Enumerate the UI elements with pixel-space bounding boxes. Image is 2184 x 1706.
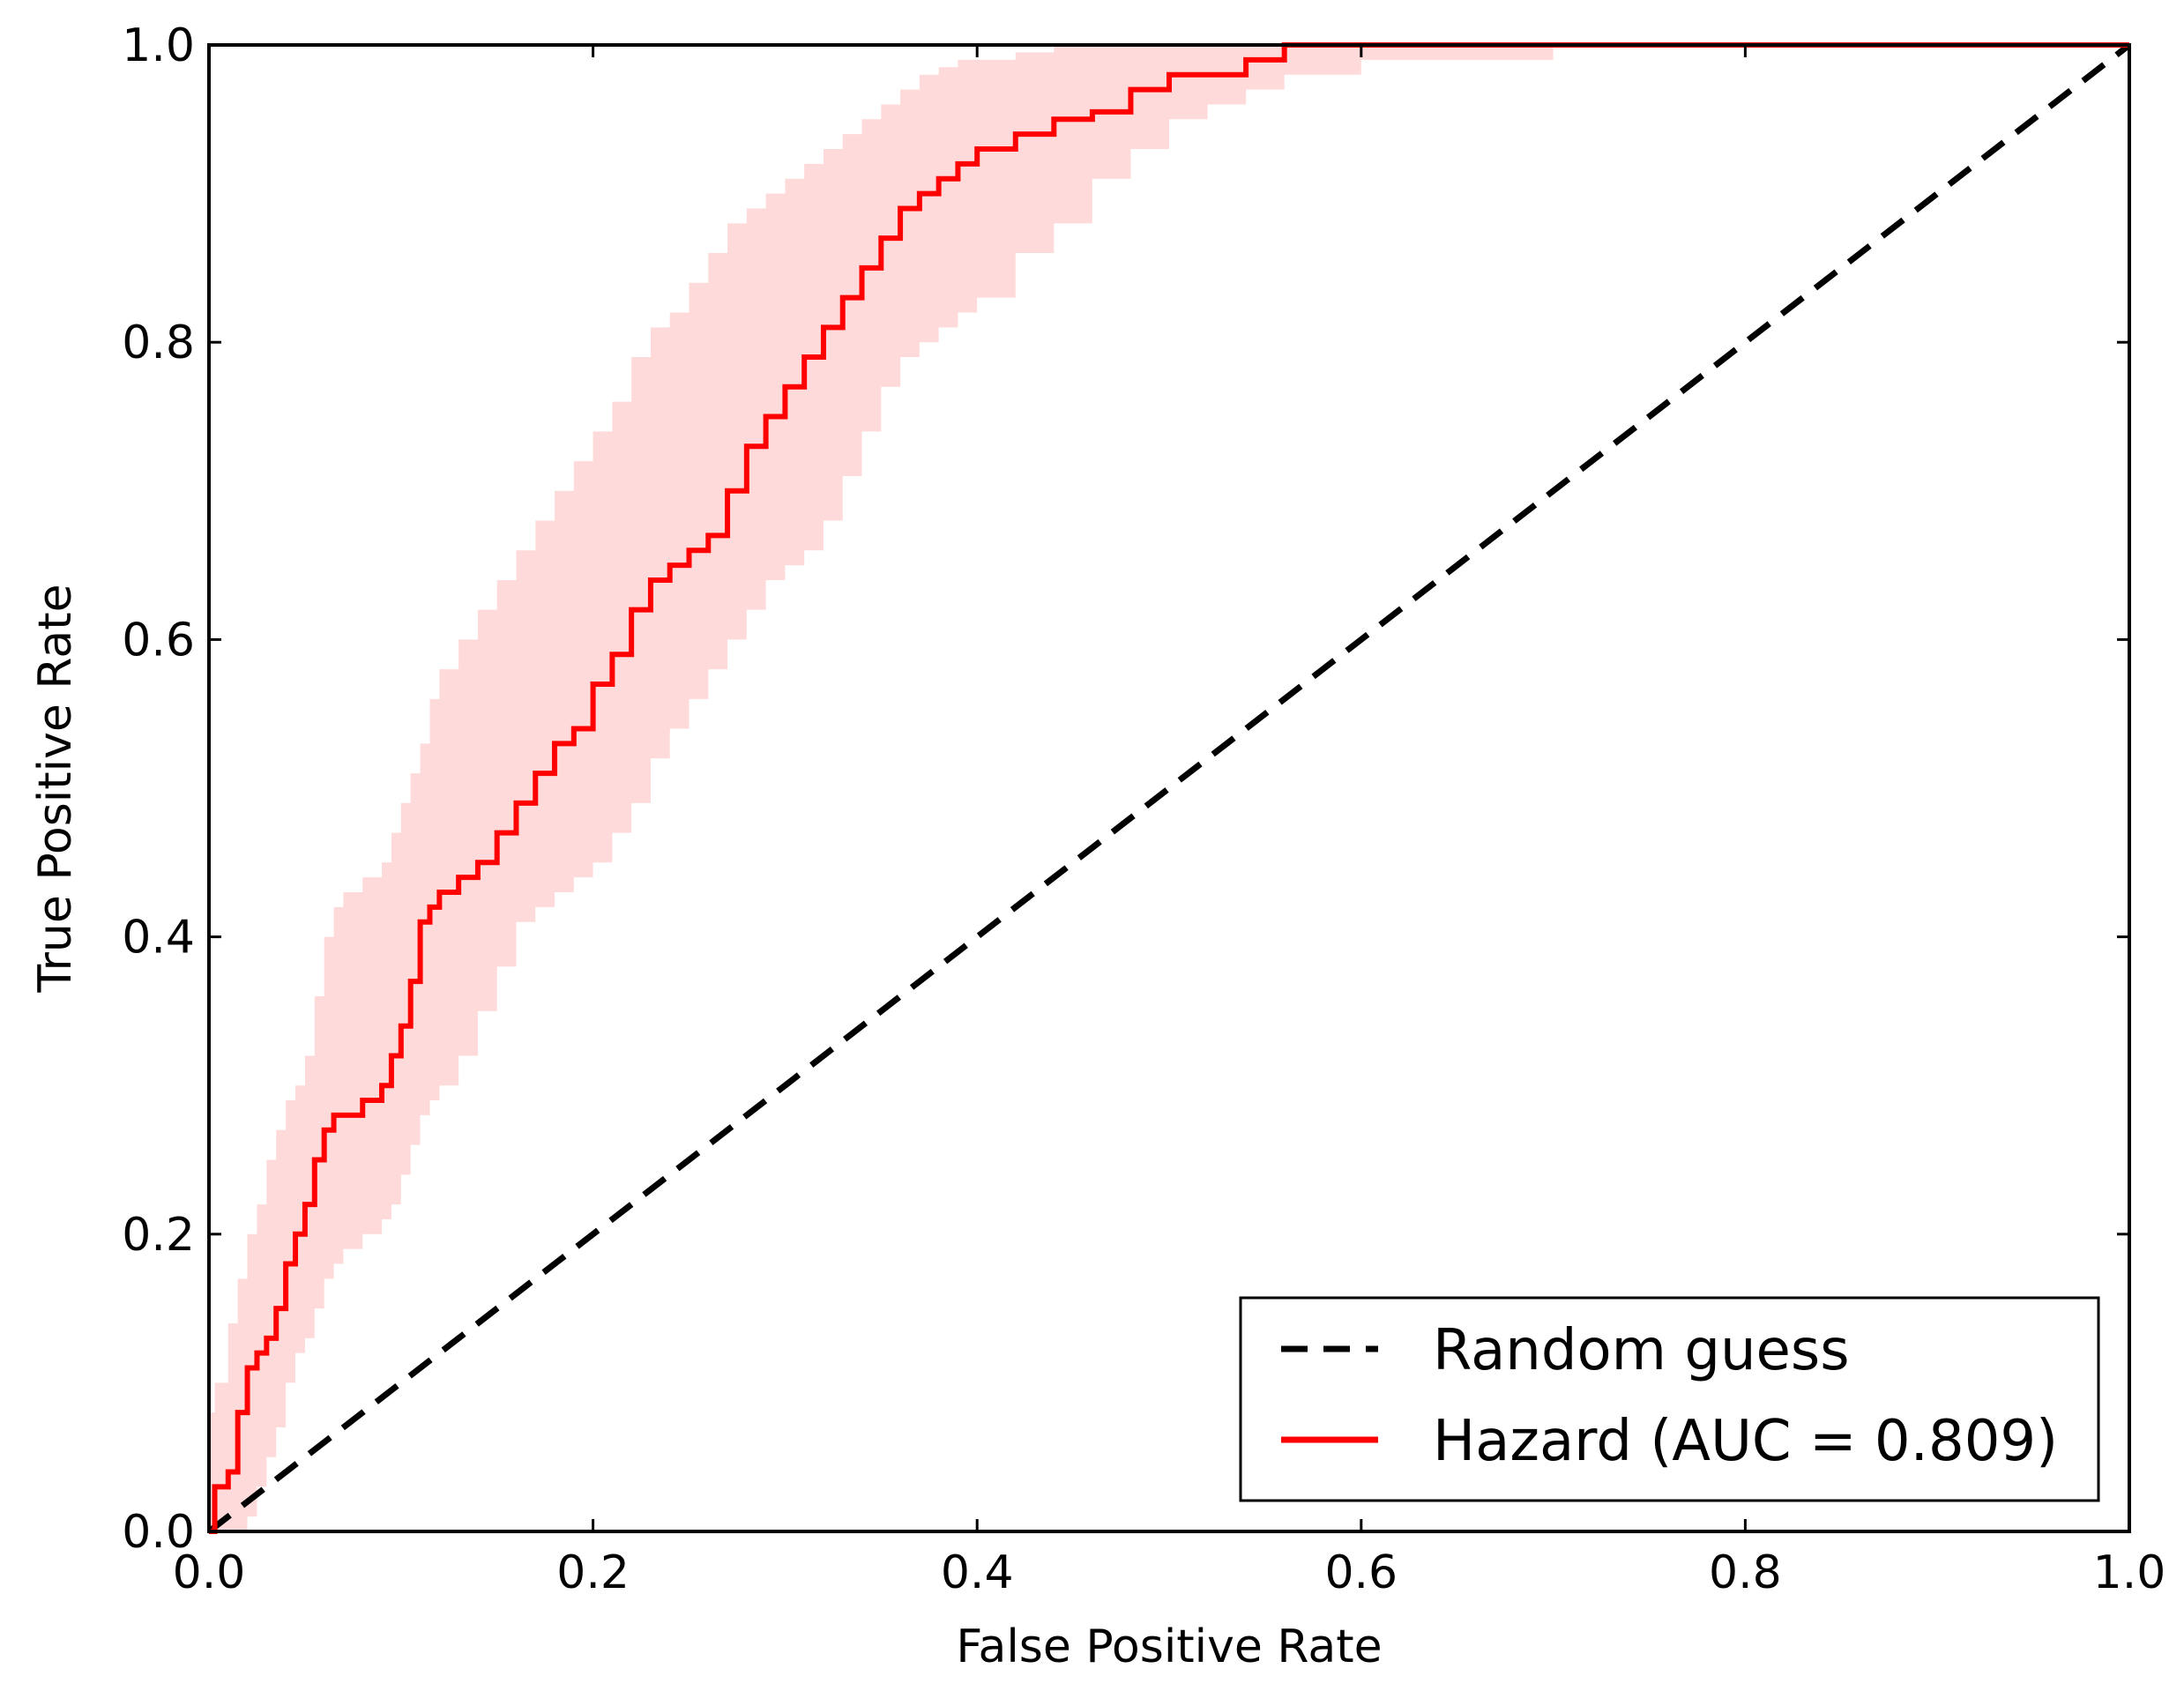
y-tick-label: 0.6 [122, 614, 195, 667]
hazard-roc-curve [209, 42, 2129, 1534]
random-guess-line [206, 42, 2132, 1534]
x-tick-label: 0.0 [173, 1546, 246, 1599]
y-tick-label: 1.0 [122, 19, 195, 72]
y-tick-label: 0.4 [122, 912, 195, 965]
y-tick-label: 0.8 [122, 317, 195, 369]
x-tick-label: 0.6 [1324, 1546, 1398, 1599]
x-tick-label: 1.0 [2093, 1546, 2166, 1599]
y-tick-label: 0.2 [122, 1209, 195, 1262]
legend-random-label: Random guess [1433, 1318, 1850, 1383]
plot-area [206, 42, 2132, 1534]
x-tick-label: 0.4 [941, 1546, 1014, 1599]
x-tick-label: 0.8 [1709, 1546, 1782, 1599]
legend: Random guess Hazard (AUC = 0.809) [1239, 1296, 2100, 1502]
hazard-confidence-band [209, 45, 2129, 1531]
x-tick-label: 0.2 [556, 1546, 630, 1599]
legend-hazard-label: Hazard (AUC = 0.809) [1433, 1409, 2058, 1474]
plot-frame [207, 43, 2131, 1533]
y-axis-title: True Positive Rate [29, 584, 82, 993]
legend-box [1239, 1296, 2100, 1502]
y-tick-label: 0.0 [122, 1506, 195, 1559]
x-axis-title: False Positive Rate [956, 1620, 1382, 1673]
axis-ticks: 0.0 0.2 0.4 0.6 0.8 1.0 0.0 0.2 0.4 0.6 0.8 1.0 [122, 19, 2165, 1599]
